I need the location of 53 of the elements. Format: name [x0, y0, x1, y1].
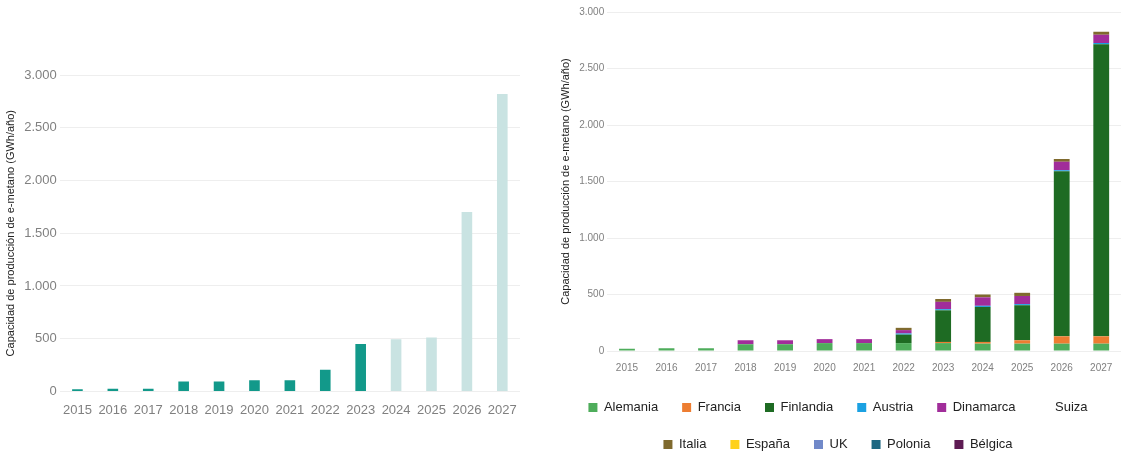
legend-label: Alemania — [603, 399, 659, 415]
x-tick-label: 2024 — [381, 401, 411, 417]
legend-label: Bélgica — [969, 436, 1014, 452]
x-tick-label: 2020 — [240, 401, 269, 417]
legend-label: Polonia — [887, 436, 932, 452]
x-tick-label: 2027 — [487, 401, 517, 417]
x-tick-label: 2024 — [971, 361, 995, 373]
x-tick-label: 2018 — [169, 401, 199, 417]
y-tick-label: 2.500 — [24, 119, 57, 135]
y-tick-label: 3.000 — [24, 66, 57, 82]
x-tick-label: 2015 — [62, 401, 92, 417]
y-tick-label: 500 — [587, 288, 605, 300]
x-tick-label: 2025 — [417, 401, 446, 417]
y-tick-label: 0 — [598, 344, 605, 356]
text: Suiza — [1055, 399, 1089, 415]
x-tick-label: 2017 — [694, 361, 718, 373]
x-tick-label: 2020 — [813, 361, 837, 373]
legend-label: Italia — [678, 436, 708, 452]
x-tick-label: 2015 — [615, 361, 639, 373]
legend-label: Francia — [697, 399, 742, 415]
y-tick-label: 2.000 — [579, 118, 605, 130]
x-tick-label: 2025 — [1011, 361, 1034, 373]
x-tick-label: 2018 — [734, 361, 758, 373]
x-tick-label: 2022 — [310, 401, 340, 417]
x-tick-label: 2027 — [1090, 361, 1113, 373]
x-tick-label: 2017 — [133, 401, 163, 417]
x-tick-label: 2016 — [98, 401, 128, 417]
x-tick-label: 2021 — [852, 361, 876, 373]
legend-label: España — [745, 436, 791, 452]
y-tick-label: 3.000 — [579, 5, 605, 17]
y-tick-label: 2.000 — [24, 172, 57, 188]
legend-label: UK — [829, 436, 848, 452]
y-tick-label: 0 — [49, 382, 57, 398]
legend-label: Dinamarca — [952, 399, 1017, 415]
x-tick-label: 2023 — [346, 401, 376, 417]
y-tick-label: 1.000 — [24, 277, 57, 293]
y-tick-label: 1.500 — [24, 224, 57, 240]
y-tick-label: 1.500 — [579, 175, 605, 187]
y-tick-label: 1.000 — [579, 231, 605, 243]
y-tick-label: 500 — [35, 330, 57, 346]
legend-label: Austria — [872, 399, 914, 415]
x-tick-label: 2019 — [204, 401, 234, 417]
x-tick-label: 2022 — [892, 361, 916, 373]
x-tick-label: 2021 — [275, 401, 305, 417]
x-tick-label: 2026 — [1050, 361, 1074, 373]
x-tick-label: 2023 — [932, 361, 955, 373]
y-tick-label: 2.500 — [579, 62, 605, 74]
legend-label: Finlandia — [780, 399, 834, 415]
x-tick-label: 2019 — [773, 361, 797, 373]
y-axis-title: Capacidad de producción de e-metano (GWh/año) — [3, 109, 16, 357]
y-axis-title: Capacidad de producción de e-metano (GWh/año) — [558, 58, 571, 305]
x-tick-label: 2016 — [655, 361, 679, 373]
x-tick-label: 2026 — [452, 401, 482, 417]
